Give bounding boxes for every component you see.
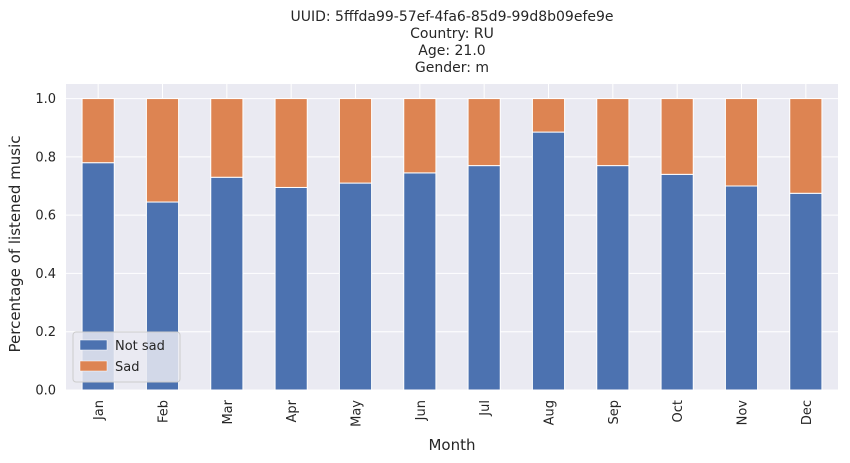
title-line-age: Age: 21.0 bbox=[418, 43, 485, 59]
plot-background bbox=[66, 84, 838, 390]
bar-not-sad-apr bbox=[274, 186, 308, 391]
bar-sad-aug bbox=[531, 98, 566, 133]
bar-not-sad-jun bbox=[403, 172, 437, 391]
x-tick-label: Apr bbox=[285, 399, 300, 422]
x-tick-label: Jul bbox=[478, 400, 493, 417]
x-tick-label: May bbox=[350, 400, 365, 427]
x-tick-label: Feb bbox=[157, 400, 172, 423]
chart-title: UUID: 5fffda99-57ef-4fa6-85d9-99d8b09efe… bbox=[290, 9, 613, 76]
bar-not-sad-dec bbox=[789, 192, 823, 391]
bar-not-sad-nov bbox=[724, 185, 759, 391]
y-tick-label: 0.6 bbox=[35, 209, 56, 224]
x-tick-label: Jun bbox=[414, 400, 429, 421]
bar-not-sad-mar bbox=[210, 176, 244, 391]
legend-swatch bbox=[79, 360, 108, 372]
bar-not-sad-aug bbox=[531, 131, 566, 391]
bar-sad-apr bbox=[274, 98, 308, 188]
bar-sad-sep bbox=[596, 98, 630, 167]
legend-label: Not sad bbox=[115, 339, 165, 354]
bar-not-sad-oct bbox=[660, 173, 694, 391]
bar-sad-jul bbox=[467, 98, 501, 167]
legend-label: Sad bbox=[115, 360, 139, 375]
bar-sad-dec bbox=[789, 98, 823, 194]
bar-not-sad-sep bbox=[596, 165, 630, 391]
bar-sad-jan bbox=[81, 98, 115, 164]
title-line-country: Country: RU bbox=[410, 26, 494, 42]
legend-swatch bbox=[79, 339, 108, 351]
x-axis-ticks: Jan Feb Mar Apr May Jun Jul Aug Sep Oct Nov Dec bbox=[92, 399, 815, 427]
x-tick-label: Nov bbox=[736, 400, 751, 426]
x-tick-label: Aug bbox=[543, 400, 558, 425]
title-line-uuid: UUID: 5fffda99-57ef-4fa6-85d9-99d8b09efe… bbox=[290, 9, 613, 25]
bar-sad-feb bbox=[145, 98, 180, 203]
y-tick-label: 0.4 bbox=[35, 267, 56, 282]
bar-not-sad-jul bbox=[467, 165, 501, 391]
x-tick-label: Jan bbox=[92, 400, 107, 421]
y-axis-ticks: 0.0 0.2 0.4 0.6 0.8 1.0 bbox=[35, 92, 56, 398]
bar-sad-nov bbox=[724, 98, 759, 187]
bars bbox=[81, 98, 823, 391]
bar-sad-oct bbox=[660, 98, 694, 175]
bar-sad-may bbox=[338, 98, 373, 184]
x-tick-label: Mar bbox=[221, 399, 236, 424]
y-axis-label: Percentage of listened music bbox=[6, 135, 24, 352]
bar-sad-mar bbox=[210, 98, 244, 178]
y-tick-label: 1.0 bbox=[35, 92, 56, 107]
bar-sad-jun bbox=[403, 98, 437, 174]
x-axis-label: Month bbox=[428, 436, 475, 454]
title-line-gender: Gender: m bbox=[415, 60, 489, 76]
bar-not-sad-may bbox=[338, 182, 373, 391]
x-tick-label: Dec bbox=[800, 400, 815, 425]
y-tick-label: 0.8 bbox=[35, 150, 56, 165]
y-tick-label: 0.0 bbox=[35, 384, 56, 399]
legend: Not sad Sad bbox=[72, 331, 181, 383]
y-tick-label: 0.2 bbox=[35, 325, 56, 340]
x-tick-label: Sep bbox=[607, 400, 622, 425]
x-tick-label: Oct bbox=[671, 400, 686, 422]
